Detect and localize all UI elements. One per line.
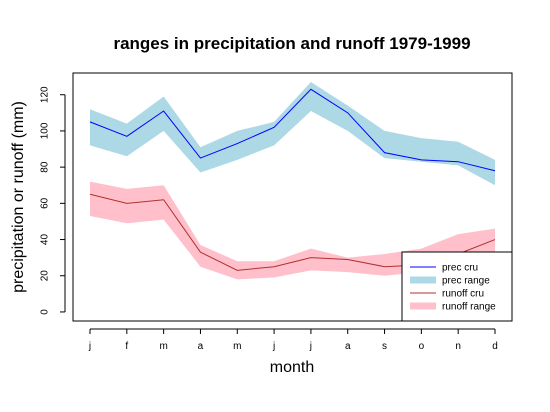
y-tick-label: 0 bbox=[40, 309, 51, 315]
x-tick-label: n bbox=[455, 341, 461, 352]
x-tick-label: s bbox=[382, 341, 387, 352]
legend-label-runoff-range: runoff range bbox=[442, 302, 496, 313]
legend: prec cru prec range runoff cru runoff range bbox=[401, 251, 513, 322]
x-tick-label: a bbox=[198, 341, 204, 352]
x-axis-label: month bbox=[270, 359, 314, 376]
legend-label-runoff-cru: runoff cru bbox=[442, 289, 484, 300]
band-runoff-range bbox=[90, 181, 495, 280]
range-bands bbox=[90, 82, 495, 280]
y-tick-label: 20 bbox=[40, 270, 51, 282]
x-tick-label: j bbox=[272, 341, 275, 352]
band-prec-range bbox=[90, 82, 495, 186]
x-tick-label: m bbox=[159, 341, 167, 352]
y-axis-label: precipitation or runoff (mm) bbox=[10, 101, 27, 293]
y-tick-label: 80 bbox=[40, 161, 51, 173]
legend-label-prec-range: prec range bbox=[442, 276, 490, 287]
x-tick-label: j bbox=[88, 341, 91, 352]
y-axis: 0 20 40 60 80 100 120 bbox=[40, 86, 66, 315]
x-tick-label: a bbox=[345, 341, 351, 352]
plot-frame bbox=[72, 72, 513, 322]
x-tick-label: o bbox=[419, 341, 425, 352]
y-tick-label: 120 bbox=[40, 86, 51, 103]
line-prec-cru bbox=[89, 88, 496, 172]
x-tick-label: d bbox=[492, 341, 498, 352]
x-tick-label: m bbox=[233, 341, 241, 352]
x-tick-label: f bbox=[125, 341, 128, 352]
y-tick-label: 60 bbox=[40, 197, 51, 209]
legend-label-prec-cru: prec cru bbox=[442, 263, 478, 274]
y-tick-label: 100 bbox=[40, 122, 51, 139]
chart-title: ranges in precipitation and runoff 1979-… bbox=[113, 34, 470, 53]
x-tick-label: j bbox=[309, 341, 312, 352]
y-tick-label: 40 bbox=[40, 234, 51, 246]
